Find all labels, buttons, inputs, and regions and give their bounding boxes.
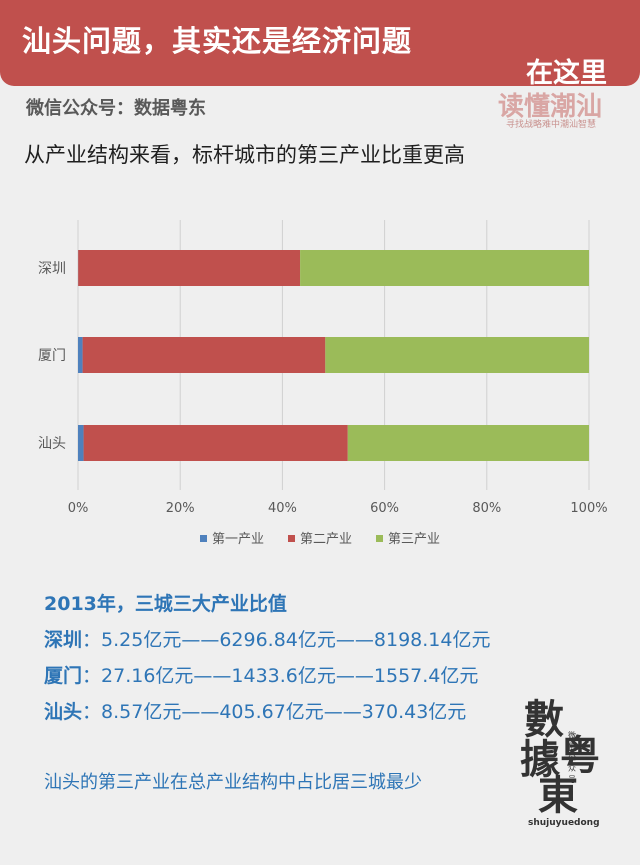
stat-row-shenzhen: 深圳：5.25亿元——6296.84亿元——8198.14亿元 [44, 625, 490, 652]
category-label: 厦门 [38, 348, 66, 364]
brand-line-2: 读懂潮汕 [498, 92, 603, 122]
chart-subtitle: 从产业结构来看，标杆城市的第三产业比重更高 [24, 143, 465, 167]
stats-title: 2013年，三城三大产业比值 [44, 593, 287, 615]
stat-city: 厦门 [44, 665, 83, 687]
legend-swatch [288, 535, 295, 542]
chart-legend: 第一产业 第二产业 第三产业 [200, 532, 440, 547]
x-tick-label: 40% [268, 501, 297, 516]
bar-segment [78, 250, 301, 286]
logo-char: 東 [538, 772, 578, 819]
bar-segment [78, 337, 83, 373]
x-tick-label: 0% [68, 501, 89, 516]
legend-swatch [200, 535, 207, 542]
category-label: 汕头 [38, 436, 66, 452]
logo-char: 據 [520, 736, 560, 783]
brand-tagline: 寻找战略难中潮汕智慧 [506, 120, 597, 130]
legend-label: 第三产业 [388, 532, 440, 547]
stat-city: 深圳 [44, 629, 83, 651]
page-title: 汕头问题，其实还是经济问题 [22, 24, 413, 58]
bar-segment [83, 425, 348, 461]
logo-char: 粤 [560, 732, 600, 779]
x-tick-label: 100% [570, 501, 607, 516]
chart-tick-labels: 0% 20% 40% 60% 80% 100% [68, 501, 608, 516]
stat-city: 汕头 [44, 701, 83, 723]
x-tick-label: 20% [166, 501, 195, 516]
logo-url: shujuyuedong [528, 818, 600, 828]
bar-segment [300, 250, 589, 286]
bar-segment [347, 425, 589, 461]
logo-char: 數 [524, 696, 564, 743]
legend-label: 第二产业 [300, 532, 352, 547]
bar-segment [325, 337, 589, 373]
stat-values: ：5.25亿元——6296.84亿元——8198.14亿元 [82, 629, 491, 651]
stat-row-shantou: 汕头：8.57亿元——405.67亿元——370.43亿元 [44, 697, 466, 724]
stat-row-xiamen: 厦门：27.16亿元——1433.6亿元——1557.4亿元 [44, 661, 478, 688]
stat-values: ：27.16亿元——1433.6亿元——1557.4亿元 [82, 665, 479, 687]
stat-values: ：8.57亿元——405.67亿元——370.43亿元 [82, 701, 467, 723]
bar-segment [78, 425, 84, 461]
account-label: 微信公众号：数据粤东 [26, 98, 206, 119]
x-tick-label: 80% [472, 501, 501, 516]
legend-label: 第一产业 [212, 532, 264, 547]
bar-segment [82, 337, 326, 373]
brand-line-1: 在这里 [526, 58, 607, 89]
conclusion-text: 汕头的第三产业在总产业结构中占比居三城最少 [44, 772, 422, 793]
chart-bars [78, 250, 589, 461]
x-tick-label: 60% [370, 501, 399, 516]
header-banner: 汕头问题，其实还是经济问题 [0, 0, 640, 86]
category-label: 深圳 [38, 261, 66, 277]
logo-small-label: 微信公众号 [568, 731, 576, 784]
legend-swatch [376, 535, 383, 542]
